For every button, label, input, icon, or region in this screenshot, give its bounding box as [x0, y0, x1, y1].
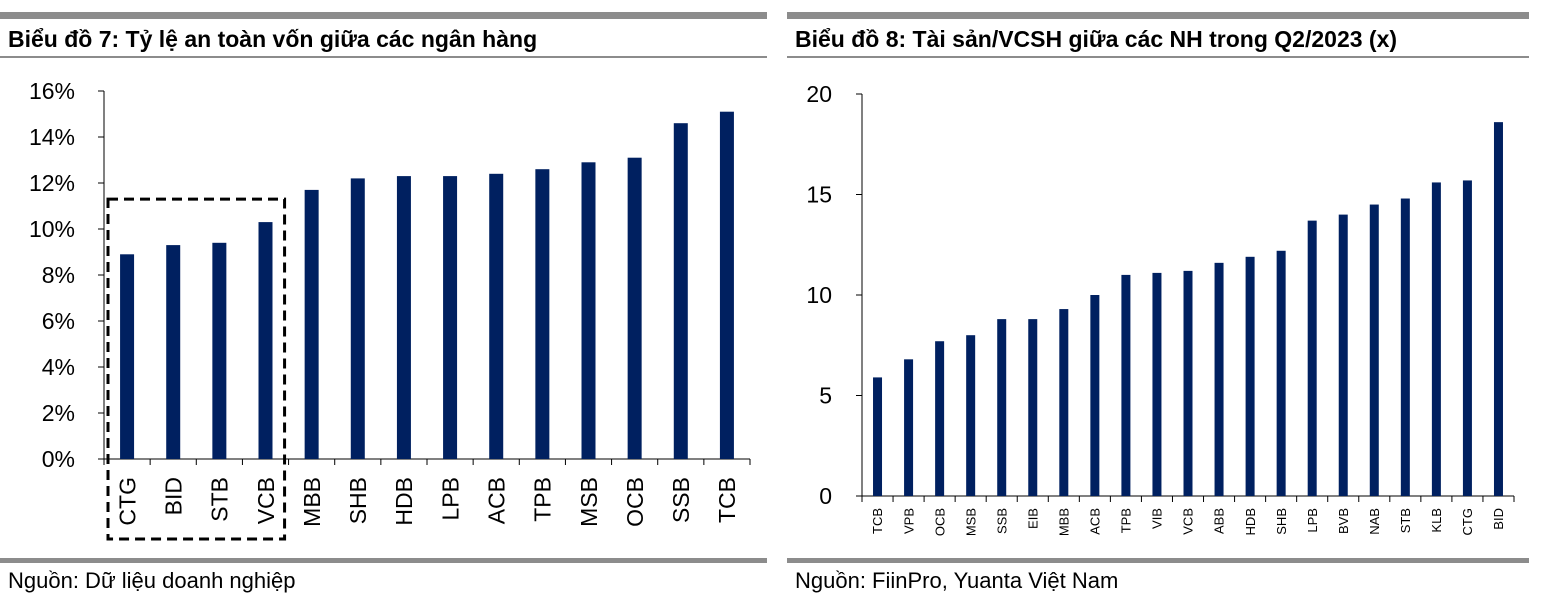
top-rule [787, 12, 1529, 19]
chart-title: Biểu đồ 7: Tỷ lệ an toàn vốn giữa các ng… [8, 26, 538, 52]
x-tick-label: BID [1491, 508, 1506, 530]
y-tick-label: 8% [42, 262, 75, 288]
bar-shb [350, 178, 365, 459]
top-rule [0, 12, 767, 19]
chart-panel-left: Biểu đồ 7: Tỷ lệ an toàn vốn giữa các ng… [0, 0, 767, 608]
bar-nab [1369, 204, 1379, 497]
bar-ssb [673, 123, 688, 459]
bar-ctg [120, 254, 135, 459]
x-tick-label: ABB [1212, 508, 1227, 534]
bar-vib [1152, 272, 1162, 496]
bar-acb [1090, 295, 1100, 496]
bar-chart-assets-equity: 0 5 10 15 20 TCB VPB OCB MSB SSB EIB MBB ACB TPB VIB VC… [806, 81, 1515, 536]
x-tick-label: CTG [114, 477, 140, 526]
x-tick-label: OCB [932, 508, 947, 536]
bar-tpb [1121, 274, 1131, 496]
y-tick-label: 5 [819, 383, 832, 409]
x-tick-label: SSB [668, 477, 694, 523]
x-tick-label: OCB [622, 477, 648, 527]
title-rule [787, 56, 1529, 58]
x-tick-label: MSB [576, 477, 602, 527]
x-tick-label: TPB [1119, 508, 1134, 533]
y-tick-label: 2% [42, 400, 75, 426]
x-tick-label: VIB [1150, 508, 1165, 529]
x-tick-label: KLB [1429, 508, 1444, 533]
y-tick-label: 14% [29, 124, 75, 150]
bar-klb [1431, 182, 1441, 496]
bar-hdb [1245, 256, 1255, 496]
y-tick-label: 16% [29, 78, 75, 104]
bar-lpb [1307, 220, 1317, 496]
bar-shb [1276, 250, 1286, 496]
y-tick-label: 0% [42, 446, 75, 472]
bar-lpb [443, 176, 458, 459]
x-tick-label: MSB [963, 508, 978, 536]
y-tick-label: 20 [806, 81, 832, 107]
bar-ctg [1462, 180, 1472, 496]
x-tick-label: SSB [994, 508, 1009, 534]
x-tick-label: MBB [1056, 508, 1071, 536]
bar-vpb [904, 359, 914, 496]
x-tick-label: EIB [1025, 508, 1040, 529]
bar-vcb [1183, 270, 1193, 496]
x-tick-label: ACB [1088, 508, 1103, 535]
x-tick-label: LPB [1305, 508, 1320, 533]
x-tick-label: VCB [253, 477, 279, 524]
bar-ocb [627, 157, 642, 459]
y-tick-label: 12% [29, 170, 75, 196]
x-tick-label: SHB [1274, 508, 1289, 535]
chart-title: Biểu đồ 8: Tài sản/VCSH giữa các NH tron… [795, 26, 1398, 52]
bar-mbb [304, 189, 319, 459]
bar-bid [1493, 122, 1503, 496]
bar-tcb [719, 111, 734, 459]
x-tick-label: CTG [1460, 508, 1475, 535]
x-tick-label: VPB [901, 508, 916, 534]
bar-tpb [535, 169, 550, 459]
x-tick-label: MBB [299, 477, 325, 527]
bar-mbb [1059, 309, 1069, 496]
bar-ocb [935, 341, 945, 496]
x-tick-label: STB [1398, 508, 1413, 533]
x-tick-label: NAB [1367, 508, 1382, 535]
x-tick-label: BVB [1336, 508, 1351, 534]
bar-stb [1400, 198, 1410, 496]
bar-abb [1214, 262, 1224, 496]
bar-vcb [258, 222, 273, 459]
x-tick-label: HDB [391, 477, 417, 526]
bar-hdb [396, 176, 411, 459]
x-tick-label: BID [160, 477, 186, 515]
highlight-box [106, 197, 287, 541]
x-tick-label: ACB [483, 477, 509, 524]
x-tick-label: TPB [530, 477, 556, 522]
y-tick-label: 6% [42, 308, 75, 334]
bar-bid [166, 245, 181, 459]
bar-msb [581, 162, 596, 460]
bar-eib [1028, 319, 1038, 496]
y-tick-label: 15 [806, 182, 832, 208]
x-tick-label: TCB [870, 508, 885, 534]
bar-chart-capital-adequacy: 0% 2% 4% 6% 8% 10% 12% 14% 16% CTG BID STB VCB MBB SHB… [29, 78, 751, 541]
bottom-rule [787, 558, 1529, 563]
y-tick-label: 4% [42, 354, 75, 380]
y-tick-label: 0 [819, 483, 832, 509]
bar-ssb [997, 319, 1007, 496]
bar-tcb [873, 377, 883, 496]
x-tick-label: LPB [437, 477, 463, 520]
bar-stb [212, 242, 227, 459]
x-tick-label: TCB [714, 477, 740, 523]
y-tick-label: 10% [29, 216, 75, 242]
bar-msb [966, 335, 976, 496]
chart-panel-right: Biểu đồ 8: Tài sản/VCSH giữa các NH tron… [787, 0, 1529, 608]
chart-source: Nguồn: FiinPro, Yuanta Việt Nam [795, 568, 1119, 593]
chart-source: Nguồn: Dữ liệu doanh nghiệp [8, 568, 296, 593]
bottom-rule [0, 558, 767, 563]
x-tick-label: SHB [345, 477, 371, 524]
x-tick-label: STB [207, 477, 233, 522]
bar-bvb [1338, 214, 1348, 496]
y-tick-label: 10 [806, 282, 832, 308]
bar-acb [489, 173, 504, 460]
x-tick-label: VCB [1181, 508, 1196, 535]
title-rule [0, 56, 767, 58]
x-tick-label: HDB [1243, 508, 1258, 535]
